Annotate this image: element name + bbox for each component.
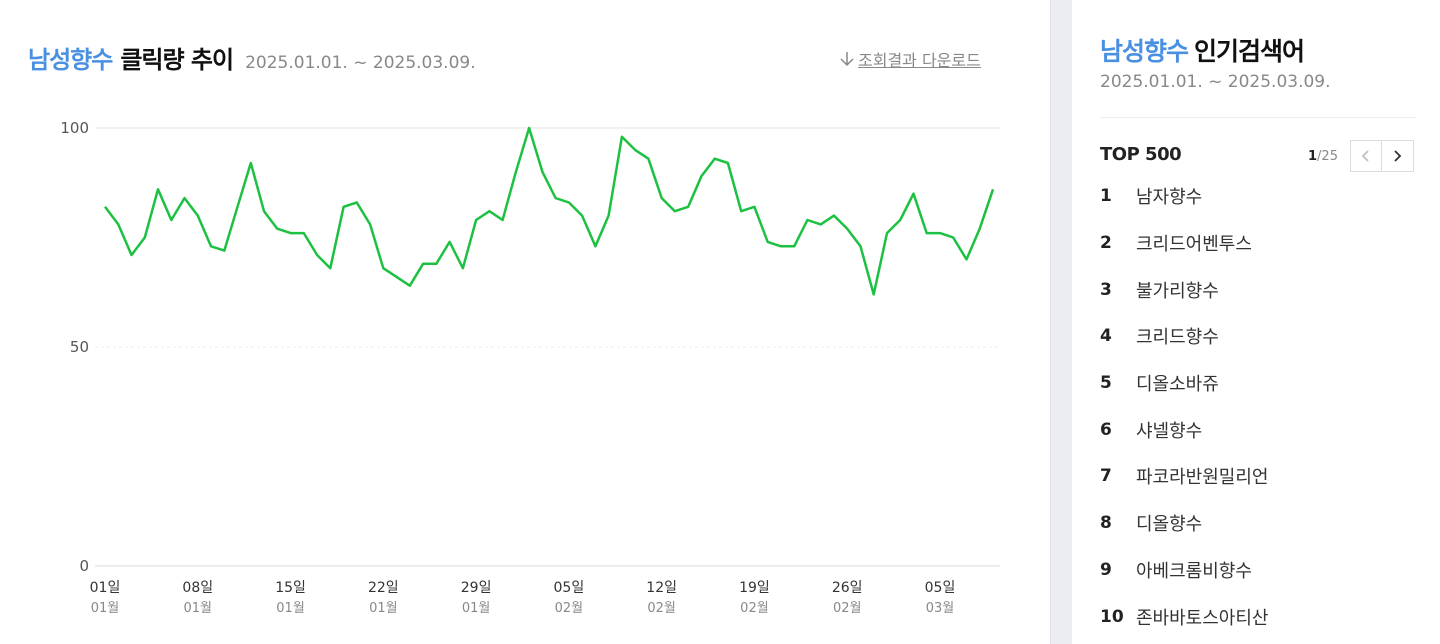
rank-keyword: 아베크롬비향수 [1136,560,1252,582]
rank-keyword: 디올소바쥬 [1136,374,1219,396]
prev-page-button[interactable] [1349,140,1382,172]
rank-number: 8 [1100,513,1112,534]
rank-keyword: 샤넬향수 [1136,420,1203,442]
rank-number: 3 [1100,279,1112,300]
click-series-line [104,126,995,296]
x-tick-day-label: 12일 [646,580,677,596]
rank-keyword: 남자향수 [1136,187,1203,209]
rank-item[interactable]: 9 아베크롬비향수 [1100,547,1268,594]
rank-keyword: 크리드어벤투스 [1136,234,1252,256]
page-indicator: 1/25 [1308,149,1338,164]
chart-date-range: 2025.01.01. ~ 2025.03.09. [245,53,476,73]
rank-item[interactable]: 1 남자향수 [1100,173,1268,220]
x-tick-day-label: 01일 [90,580,121,596]
rank-keyword: 파코라반원밀리언 [1136,467,1269,489]
x-tick-day-label: 22일 [368,580,399,596]
x-tick-day-label: 05일 [554,580,585,596]
rank-keyword: 크리드향수 [1136,327,1219,349]
x-tick-day-label: 26일 [832,580,863,596]
rank-item[interactable]: 4 크리드향수 [1100,313,1268,360]
rank-keyword: 존바바토스아티산 [1136,607,1269,629]
popular-keywords-panel: 남성향수 인기검색어 2025.01.01. ~ 2025.03.09. TOP … [1072,0,1440,644]
rank-number: 10 [1100,606,1124,627]
x-tick-day-label: 19일 [739,580,770,596]
chevron-right-icon [1394,150,1402,162]
rank-number: 2 [1100,233,1112,254]
sidebar-date-range: 2025.01.01. ~ 2025.03.09. [1100,72,1331,92]
rank-number: 4 [1100,326,1112,347]
panel-divider [1050,0,1072,644]
page-current: 1 [1308,148,1318,164]
pagination: 1/25 [1308,140,1414,172]
sidebar-title: 남성향수 인기검색어 [1100,32,1305,68]
x-tick-month-label: 01월 [91,601,120,616]
rank-item[interactable]: 7 파코라반원밀리언 [1100,453,1268,500]
rank-number: 9 [1100,559,1112,580]
x-tick-month-label: 02월 [647,601,676,616]
y-tick-label: 50 [70,338,89,356]
chart-title-keyword: 남성향수 [28,46,113,74]
x-tick-month-label: 01월 [462,601,491,616]
rank-number: 7 [1100,466,1112,487]
rank-number: 6 [1100,419,1112,440]
sidebar-title-text: 인기검색어 [1194,37,1305,66]
click-trend-chart: 0 50 100 01일 01월 08일 01월 15일 01월 22일 01월 29일 01월 05일… [60,119,1000,616]
x-tick-month-label: 01월 [276,601,305,616]
x-tick-day-label: 05일 [925,580,956,596]
x-tick-day-label: 08일 [182,580,213,596]
x-tick-month-label: 02월 [833,601,862,616]
rank-item[interactable]: 8 디올향수 [1100,500,1268,547]
download-arrow-icon [840,52,854,67]
rank-item[interactable]: 3 불가리향수 [1100,266,1268,313]
rank-item[interactable]: 10 존바바토스아티산 [1100,593,1268,640]
next-page-button[interactable] [1381,140,1414,172]
sidebar-title-keyword: 남성향수 [1100,37,1189,66]
chart-title-text: 클릭량 추이 [120,46,234,74]
rank-number: 5 [1100,373,1112,394]
rank-item[interactable]: 5 디올소바쥬 [1100,360,1268,407]
download-label: 조회결과 다운로드 [858,51,981,70]
rank-keyword: 불가리향수 [1136,280,1219,302]
y-tick-label: 100 [60,119,89,137]
x-tick-month-label: 02월 [555,601,584,616]
sidebar-divider [1100,117,1416,118]
y-tick-label: 0 [79,557,89,575]
x-tick-month-label: 03월 [926,601,955,616]
chart-title: 남성향수 클릭량 추이 2025.01.01. ~ 2025.03.09. [28,40,476,75]
rank-number: 1 [1100,186,1112,207]
download-link[interactable]: 조회결과 다운로드 [840,47,981,71]
x-tick-month-label: 01월 [369,601,398,616]
rank-keyword: 디올향수 [1136,514,1203,536]
rank-item[interactable]: 6 샤넬향수 [1100,406,1268,453]
chevron-left-icon [1361,150,1369,162]
page-total: /25 [1317,148,1338,164]
rank-item[interactable]: 2 크리드어벤투스 [1100,220,1268,267]
top-label: TOP 500 [1100,144,1182,165]
keyword-rank-list: 1 남자향수 2 크리드어벤투스 3 불가리향수 4 크리드향수 5 디올소바쥬 6 샤넬향… [1100,173,1268,640]
x-tick-month-label: 02월 [740,601,769,616]
x-tick-day-label: 29일 [461,580,492,596]
x-tick-day-label: 15일 [275,580,306,596]
click-trend-panel: 남성향수 클릭량 추이 2025.01.01. ~ 2025.03.09. 조회… [28,40,1000,616]
x-tick-month-label: 01월 [184,601,213,616]
